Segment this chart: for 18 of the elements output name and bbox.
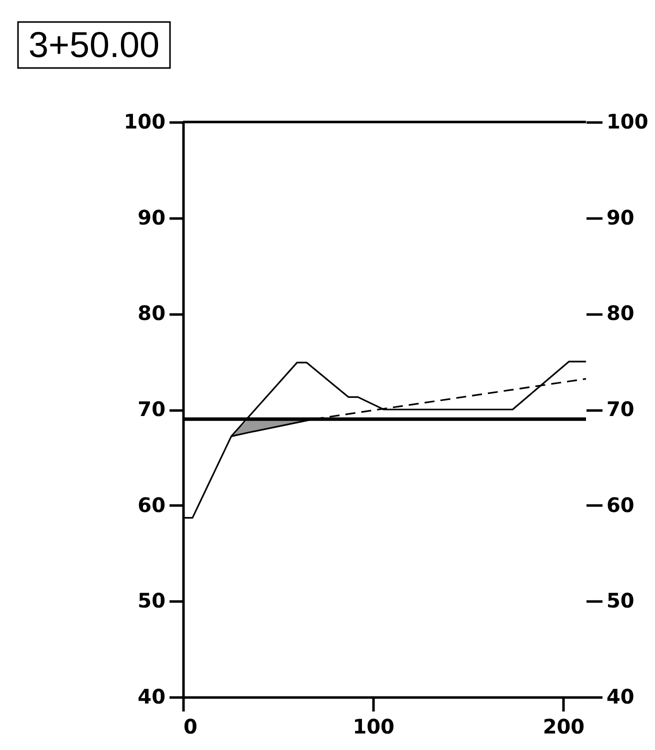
y2-tick-label: 80 bbox=[606, 301, 634, 326]
y-tick-label: 40 bbox=[138, 684, 166, 708]
y-tick-label: 80 bbox=[138, 301, 166, 326]
y-tick-label: 90 bbox=[138, 205, 166, 230]
y-tick-label: 70 bbox=[138, 397, 166, 421]
y2-tick-label: 90 bbox=[606, 205, 634, 230]
chart-title: 3+50.00 bbox=[28, 24, 160, 65]
y-tick-label: 50 bbox=[138, 588, 166, 613]
x-tick-label: 0 bbox=[184, 714, 198, 738]
y-tick-label: 60 bbox=[138, 492, 166, 517]
x-tick-label: 100 bbox=[352, 714, 394, 738]
y2-tick-label: 60 bbox=[606, 492, 634, 517]
y2-tick-label: 40 bbox=[606, 684, 634, 708]
y2-tick-label: 100 bbox=[606, 110, 648, 134]
y2-tick-label: 70 bbox=[606, 397, 634, 421]
x-tick-label: 200 bbox=[542, 714, 585, 738]
y-tick-label: 100 bbox=[124, 110, 166, 134]
y2-tick-label: 50 bbox=[606, 588, 634, 613]
